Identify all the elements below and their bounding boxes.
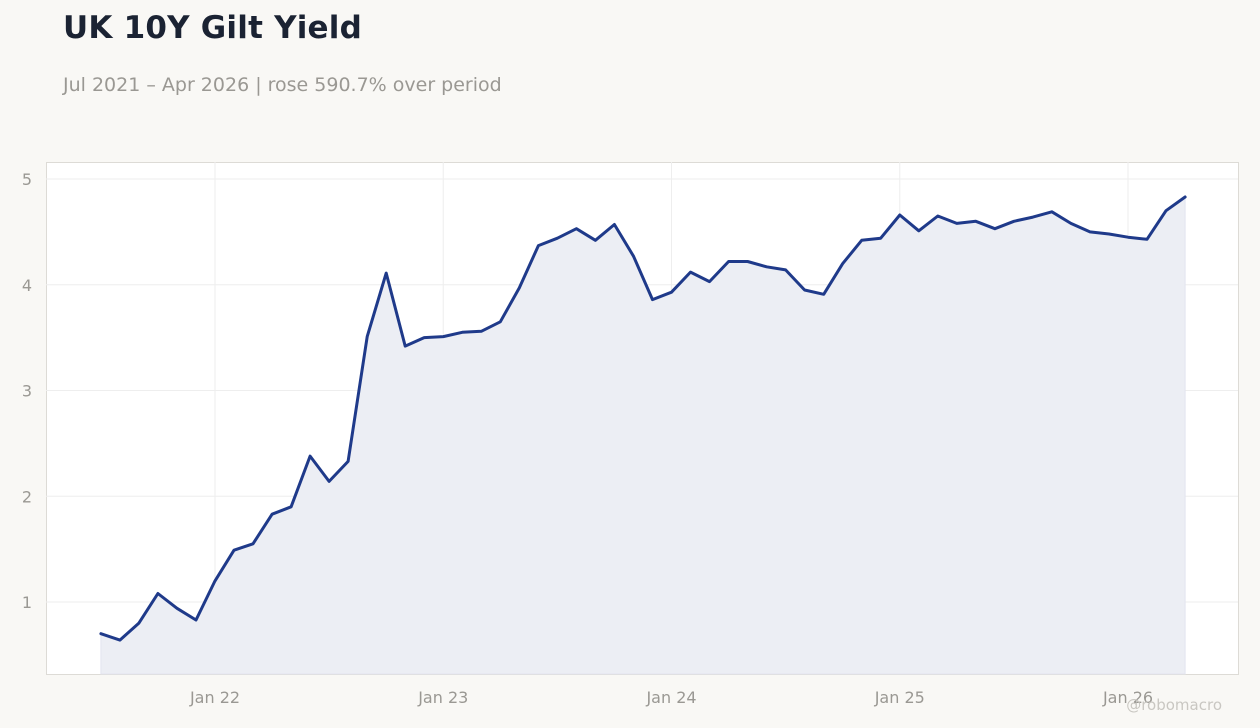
data-point (974, 220, 977, 223)
data-point (499, 320, 502, 323)
data-point (765, 265, 768, 268)
data-point (99, 632, 102, 635)
data-point (233, 549, 236, 552)
data-point (1069, 222, 1072, 225)
data-point (955, 222, 958, 225)
data-point (1165, 209, 1168, 212)
data-point (537, 244, 540, 247)
data-point (651, 298, 654, 301)
data-point (1089, 230, 1092, 233)
data-point (879, 237, 882, 240)
x-axis: Jan 22 Jan 23 Jan 24 Jan 25 Jan 26 (189, 688, 1153, 707)
watermark: @robomacro (1126, 696, 1222, 714)
data-point (1108, 233, 1111, 236)
y-tick-label: 2 (22, 487, 32, 506)
data-point (632, 255, 635, 258)
data-point (670, 291, 673, 294)
line-layer (99, 195, 1187, 642)
x-tick-label: Jan 26 (1102, 688, 1153, 707)
data-point (575, 227, 578, 230)
data-point (556, 237, 559, 240)
data-point (309, 455, 312, 458)
data-point (214, 579, 217, 582)
chart-subtitle: Jul 2021 – Apr 2026 | rose 590.7% over p… (63, 74, 502, 96)
data-point (917, 229, 920, 232)
data-point (271, 513, 274, 516)
data-point (613, 223, 616, 226)
data-point (1012, 220, 1015, 223)
data-point (746, 260, 749, 263)
x-tick-label: Jan 23 (417, 688, 468, 707)
x-tick-label: Jan 25 (874, 688, 925, 707)
data-point (195, 619, 198, 622)
x-tick-label: Jan 24 (645, 688, 696, 707)
data-point (594, 239, 597, 242)
data-point (176, 607, 179, 610)
y-tick-label: 1 (22, 593, 32, 612)
data-point (1146, 238, 1149, 241)
data-point (784, 268, 787, 271)
y-tick-label: 4 (22, 276, 32, 295)
data-point (1050, 210, 1053, 213)
data-point (328, 480, 331, 483)
data-point (347, 460, 350, 463)
data-point (860, 239, 863, 242)
data-point (1031, 216, 1034, 219)
data-point (936, 215, 939, 218)
data-point (480, 330, 483, 333)
data-point (156, 592, 159, 595)
data-point (385, 272, 388, 275)
data-point (1127, 236, 1130, 239)
y-tick-label: 3 (22, 382, 32, 401)
data-point (252, 542, 255, 545)
data-point (689, 271, 692, 274)
x-tick-label: Jan 22 (189, 688, 240, 707)
data-point (290, 505, 293, 508)
data-point (708, 280, 711, 283)
data-point (404, 345, 407, 348)
data-point (423, 336, 426, 339)
data-point (137, 622, 140, 625)
data-point (1184, 196, 1187, 199)
data-point (442, 335, 445, 338)
data-point (841, 262, 844, 265)
data-point (518, 286, 521, 289)
series-line (99, 195, 1187, 642)
data-point (803, 289, 806, 292)
y-tick-label: 5 (22, 170, 32, 189)
data-point (898, 214, 901, 217)
data-point (727, 260, 730, 263)
data-point (461, 331, 464, 334)
data-point (822, 293, 825, 296)
data-point (118, 639, 121, 642)
chart-title: UK 10Y Gilt Yield (63, 10, 362, 46)
data-point (993, 227, 996, 230)
y-axis: 1 2 3 4 5 (22, 170, 32, 612)
data-point (366, 335, 369, 338)
